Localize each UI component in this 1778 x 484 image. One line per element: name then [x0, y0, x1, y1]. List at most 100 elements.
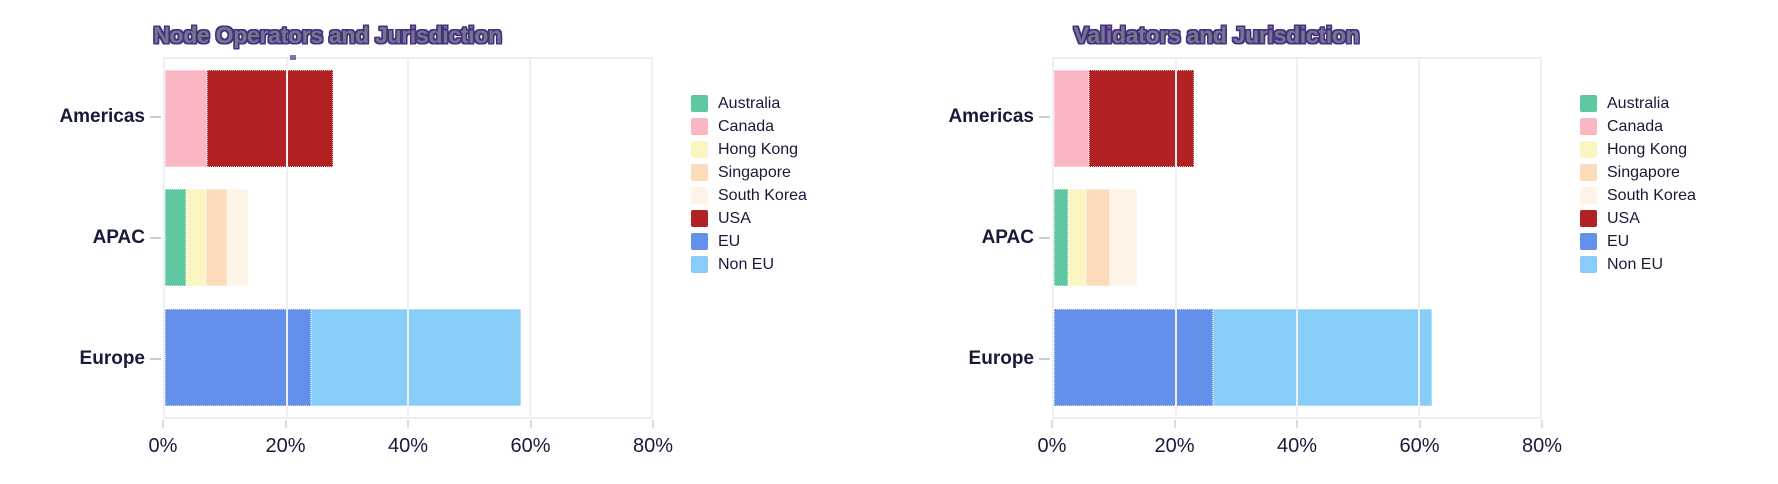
bar-segment-hong-kong: [1067, 189, 1086, 287]
bar-segment-usa: [206, 70, 333, 168]
y-tick-mark: [1039, 357, 1050, 360]
y-label-row: Europe: [889, 298, 1052, 419]
bar-track: [1054, 189, 1540, 287]
legend-item-south-korea: South Korea: [691, 184, 807, 207]
legend-item-hong-kong: Hong Kong: [1580, 138, 1696, 161]
bar-segment-eu: [165, 308, 312, 406]
legend-label: Non EU: [1607, 255, 1664, 273]
x-axis: 0% 20% 40% 60% 80%: [1038, 419, 1562, 469]
node-operators-chart: Node Operators and Jurisdiction Americas…: [0, 22, 807, 469]
x-tick-label: 80%: [1521, 435, 1563, 457]
legend-item-usa: USA: [1580, 207, 1696, 230]
x-tick-mark: [1541, 420, 1543, 428]
plot-area-node-operators: [163, 57, 653, 419]
x-axis: 0% 20% 40% 60% 80%: [149, 419, 673, 469]
legend-label: South Korea: [718, 186, 807, 204]
bar-row-apac: [1054, 178, 1540, 297]
legend-label: Canada: [718, 117, 775, 135]
x-tick-mark: [162, 420, 164, 428]
legend-label: Singapore: [1607, 163, 1680, 181]
legend-item-usa: USA: [691, 207, 807, 230]
legend-item-australia: Australia: [691, 92, 807, 115]
x-tick-label: 40%: [387, 435, 429, 457]
legend-swatch: [691, 141, 708, 158]
bar-segment-canada: [1054, 70, 1089, 168]
legend-item-hong-kong: Hong Kong: [691, 138, 807, 161]
x-tick-label: 0%: [1037, 435, 1067, 457]
y-label-apac: APAC: [981, 227, 1034, 248]
legend-item-non-eu: Non EU: [691, 253, 807, 276]
bar-row-americas: [1054, 59, 1540, 178]
y-label-europe: Europe: [79, 347, 145, 369]
bar-segment-canada: [165, 70, 207, 168]
legend-label: Singapore: [718, 163, 791, 181]
x-tick-mark: [1173, 420, 1176, 428]
legend-label: Canada: [1607, 117, 1664, 135]
bar-rows: [1054, 59, 1540, 417]
y-tick-mark: [1039, 237, 1050, 239]
bar-row-europe: [1054, 298, 1540, 417]
y-label-row: APAC: [889, 178, 1052, 299]
legend-label: EU: [718, 232, 741, 250]
x-tick-label: 60%: [1399, 435, 1440, 457]
legend-label: Hong Kong: [718, 140, 799, 158]
gridline: [407, 59, 409, 417]
bar-segment-south-korea: [1109, 189, 1137, 287]
legend-label: Hong Kong: [1607, 140, 1688, 158]
legend-swatch: [691, 118, 708, 135]
plot-area-validators: [1052, 57, 1542, 419]
legend-item-eu: EU: [691, 230, 807, 253]
gridline: [285, 59, 288, 417]
chart-title-node-operators: Node Operators and Jurisdiction: [153, 22, 502, 48]
bar-segment-non-eu: [1212, 308, 1432, 406]
bar-segment-hong-kong: [185, 189, 207, 287]
legend-item-eu: EU: [1580, 230, 1696, 253]
bar-segment-south-korea: [226, 189, 248, 287]
bar-segment-australia: [165, 189, 186, 287]
x-tick-label: 40%: [1276, 435, 1318, 457]
legend-item-canada: Canada: [691, 115, 807, 138]
y-label-europe: Europe: [968, 347, 1034, 369]
x-tick-mark: [1296, 420, 1298, 428]
stray-cursor-dot: [290, 55, 296, 60]
x-tick-label: 60%: [510, 435, 551, 457]
legend-swatch: [1580, 118, 1597, 135]
x-tick-mark: [1418, 420, 1421, 428]
y-axis-labels: Americas APAC Europe: [0, 57, 163, 419]
x-tick-mark: [1051, 420, 1053, 428]
legend-item-singapore: Singapore: [1580, 161, 1696, 184]
bar-track: [165, 70, 651, 168]
bar-track: [1054, 308, 1540, 406]
y-axis-labels: Americas APAC Europe: [889, 57, 1052, 419]
bar-segment-singapore: [1085, 189, 1110, 287]
legend-item-non-eu: Non EU: [1580, 253, 1696, 276]
legend-label: EU: [1607, 232, 1630, 250]
legend-swatch: [1580, 256, 1597, 273]
y-tick-mark: [150, 116, 161, 119]
x-tick-label: 20%: [265, 435, 306, 457]
x-tick-mark: [407, 420, 409, 428]
chart-title-validators: Validators and Jurisdiction: [1073, 22, 1360, 48]
x-tick-label: 0%: [148, 435, 178, 457]
bar-segment-non-eu: [311, 308, 521, 406]
legend-label: USA: [718, 209, 751, 227]
legend-swatch: [691, 233, 708, 250]
legend-label: Australia: [1607, 94, 1670, 112]
bar-segment-eu: [1054, 308, 1213, 406]
y-label-row: Americas: [0, 57, 163, 178]
x-tick-label: 80%: [632, 435, 674, 457]
y-label-americas: Americas: [948, 106, 1034, 128]
bar-track: [165, 189, 651, 287]
legend-swatch: [1580, 141, 1597, 158]
bar-segment-australia: [1054, 189, 1068, 287]
legend-swatch: [691, 95, 708, 112]
legend-swatch: [691, 210, 708, 227]
legend: Australia Canada Hong Kong Singapore South K…: [1580, 92, 1696, 276]
y-tick-mark: [150, 357, 161, 360]
legend-item-australia: Australia: [1580, 92, 1696, 115]
legend-swatch: [691, 187, 708, 204]
y-label-apac: APAC: [92, 227, 145, 248]
legend-swatch: [691, 164, 708, 181]
legend-swatch: [1580, 210, 1597, 227]
x-tick-mark: [652, 420, 654, 428]
